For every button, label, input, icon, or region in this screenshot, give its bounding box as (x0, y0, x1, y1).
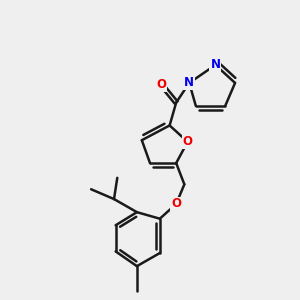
Text: N: N (210, 58, 220, 71)
Text: N: N (184, 76, 194, 89)
Text: O: O (157, 78, 166, 91)
Text: O: O (171, 197, 181, 211)
Text: O: O (183, 135, 193, 148)
